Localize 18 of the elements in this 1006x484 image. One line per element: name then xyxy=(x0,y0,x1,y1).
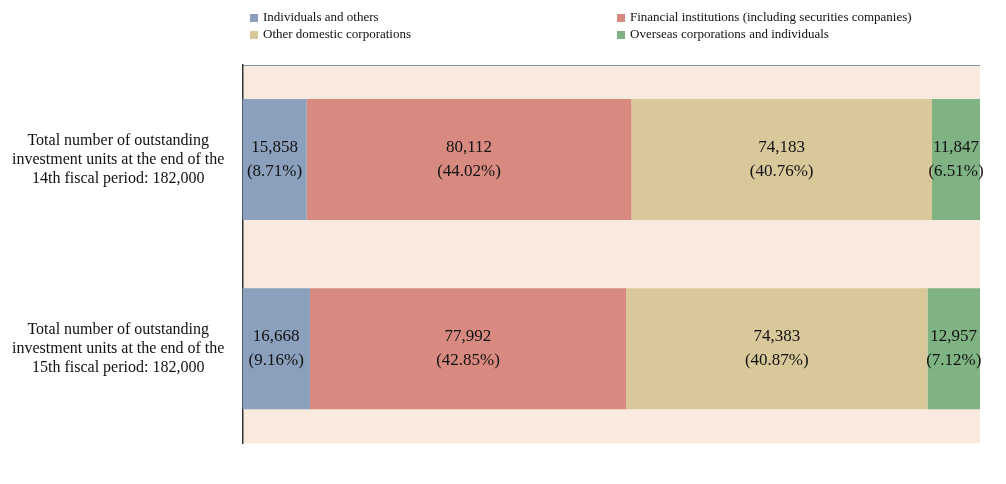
bar xyxy=(309,288,627,410)
bar xyxy=(626,288,928,410)
y-tick-label: Total number of outstanding investment units at the end of the 14th fiscal period: 182,000 xyxy=(12,130,225,187)
data-label: 74,183 (40.76%) xyxy=(749,137,814,181)
data-label: 15,858 (8.71%) xyxy=(246,137,303,181)
bar xyxy=(242,288,310,410)
bar xyxy=(306,99,632,221)
data-label: 80,112 (44.02%) xyxy=(437,137,501,181)
data-label: 74,383 (40.87%) xyxy=(744,326,809,370)
legend-label: Other domestic corporations xyxy=(262,25,412,42)
legend-label: Individuals and others xyxy=(262,8,380,25)
legend-label: Financial institutions (including securities companies) xyxy=(629,8,913,25)
bar xyxy=(927,288,980,410)
data-label: 16,668 (9.16%) xyxy=(248,326,304,370)
bar xyxy=(242,99,307,221)
legend-label: Overseas corporations and individuals xyxy=(629,25,830,42)
data-label: 77,992 (42.85%) xyxy=(436,326,500,370)
y-tick-label: Total number of outstanding investment units at the end of the 15th fiscal period: 182,000 xyxy=(12,319,225,377)
